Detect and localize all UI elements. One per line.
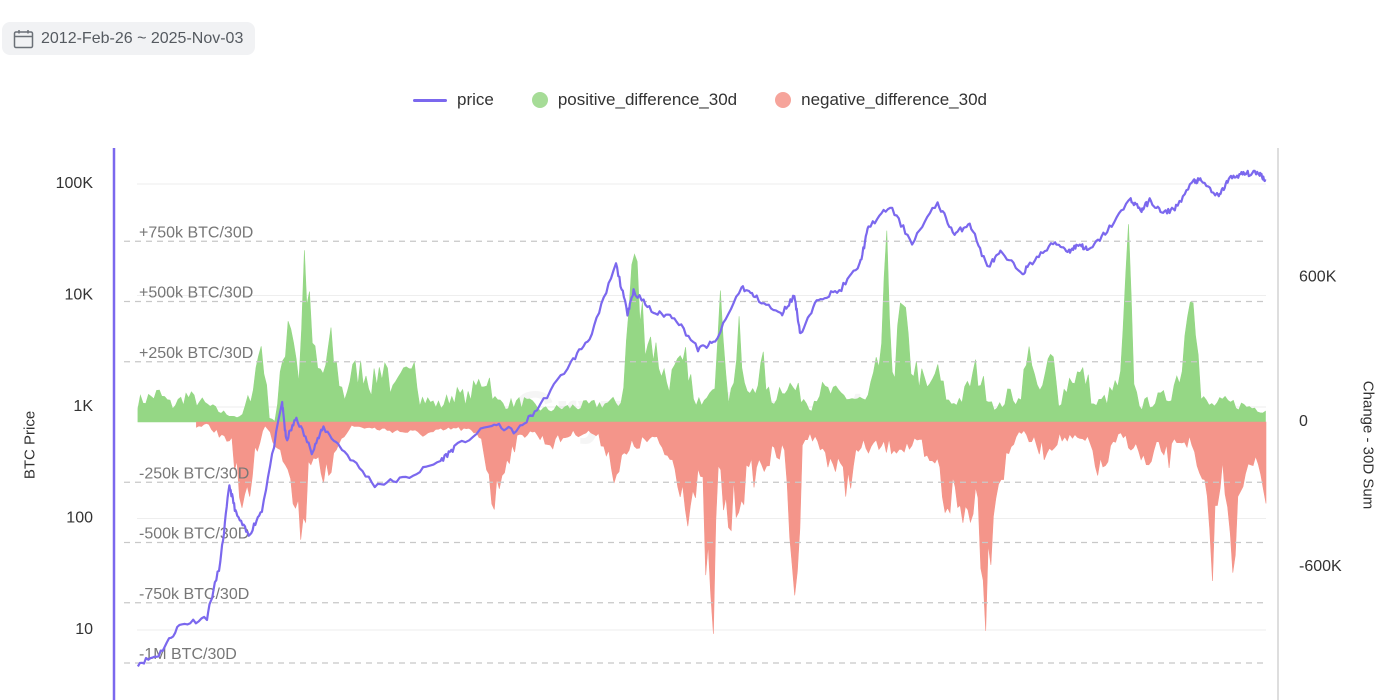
reference-label: +500k BTC/30D <box>139 285 253 302</box>
left-tick-label: 10 <box>75 621 93 638</box>
legend-item-positive[interactable]: positive_difference_30d <box>531 90 738 110</box>
difference-areas <box>137 224 1267 634</box>
right-tick-label: -600K <box>1299 558 1342 575</box>
price-series <box>136 169 1267 667</box>
left-tick-label: 1K <box>73 398 93 415</box>
date-range-label: 2012-Feb-26 ~ 2025-Nov-03 <box>41 29 244 47</box>
calendar-icon <box>13 29 34 49</box>
reference-label: +750k BTC/30D <box>139 224 253 241</box>
legend-swatch-price <box>412 98 447 102</box>
reference-lines: +750k BTC/30D +500k BTC/30D +250k BTC/30D -… <box>124 224 1266 664</box>
reference-label: -750k BTC/30D <box>139 586 249 603</box>
left-tick-label: 10K <box>65 287 94 304</box>
negative-difference-area <box>196 421 1267 634</box>
right-axis-title: Change - 30D Sum <box>1359 380 1377 510</box>
legend-item-negative[interactable]: negative_difference_30d <box>775 90 987 110</box>
legend-label-price: price <box>456 90 494 109</box>
legend-item-price[interactable]: price <box>412 90 494 110</box>
reference-label: -1M BTC/30D <box>139 646 237 663</box>
right-tick-label: 600K <box>1299 269 1337 286</box>
reference-label: +250k BTC/30D <box>139 345 253 362</box>
right-tick-label: 0 <box>1299 413 1308 430</box>
chart-legend: price positive_difference_30d negative_d… <box>0 90 1400 110</box>
legend-label-positive: positive_difference_30d <box>557 90 738 109</box>
axes-layer: 100K 10K 1K 100 10 600K 0 -600K <box>56 148 1342 700</box>
positive-difference-area <box>137 224 1266 423</box>
date-range-picker[interactable]: 2012-Feb-26 ~ 2025-Nov-03 <box>2 22 256 55</box>
reference-label: -250k BTC/30D <box>139 465 249 482</box>
left-tick-label: 100K <box>56 175 94 192</box>
legend-swatch-negative <box>775 92 792 108</box>
price-line <box>136 169 1267 667</box>
left-axis-title: BTC Price <box>21 410 39 480</box>
legend-label-negative: negative_difference_30d <box>801 90 988 109</box>
left-tick-label: 100 <box>66 510 93 527</box>
reference-label: -500k BTC/30D <box>139 526 249 543</box>
legend-swatch-positive <box>531 92 548 108</box>
